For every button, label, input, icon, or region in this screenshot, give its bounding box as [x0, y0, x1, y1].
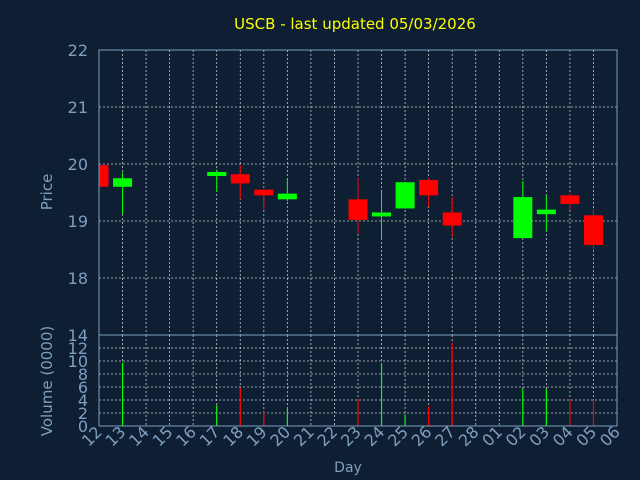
day-tick-label: 06	[596, 422, 624, 450]
plot-frames	[98, 49, 618, 427]
day-tick-labels: 1213141516171819202122232425262728010203…	[78, 422, 624, 450]
price-tick-labels: 22 21 20 19 18	[68, 41, 88, 288]
price-tick-label: 20	[68, 155, 88, 174]
candlesticks	[98, 164, 603, 251]
candle-body	[99, 165, 109, 187]
candle-body	[348, 199, 368, 220]
price-tick-label: 21	[68, 98, 88, 117]
day-axis-label: Day	[334, 460, 362, 476]
volume-tick-label: 4	[78, 391, 88, 410]
volume-tick-label: 8	[78, 365, 88, 384]
candle-body	[395, 182, 415, 209]
volume-tick-label: 12	[68, 339, 88, 358]
candle-body	[419, 179, 439, 196]
volume-grid	[99, 335, 617, 426]
candle-body	[583, 215, 603, 245]
candle-body	[442, 212, 462, 226]
candle-body	[513, 197, 533, 239]
volume-tick-label: 0	[78, 417, 88, 436]
candle-body	[536, 209, 556, 215]
price-tick-label: 19	[68, 212, 88, 231]
volume-tick-label: 2	[78, 404, 88, 423]
candle-body	[560, 195, 580, 204]
candle-body	[277, 193, 297, 200]
price-axis-label: Price	[38, 174, 56, 211]
candle-body	[254, 189, 274, 196]
volume-plot-frame	[98, 334, 618, 427]
candle-body	[113, 178, 133, 187]
chart-title: USCB - last updated 05/03/2026	[234, 15, 476, 33]
price-tick-label: 18	[68, 269, 88, 288]
candle-body	[372, 212, 392, 217]
price-grid	[99, 50, 617, 335]
volume-tick-label: 14	[68, 326, 88, 345]
volume-tick-label: 6	[78, 378, 88, 397]
candle-body	[230, 174, 250, 184]
price-tick-label: 22	[68, 41, 88, 60]
candle-body	[207, 171, 227, 176]
volume-tick-label: 10	[68, 352, 88, 371]
volume-axis-label: Volume (0000)	[38, 326, 56, 436]
volume-bars	[121, 342, 595, 426]
